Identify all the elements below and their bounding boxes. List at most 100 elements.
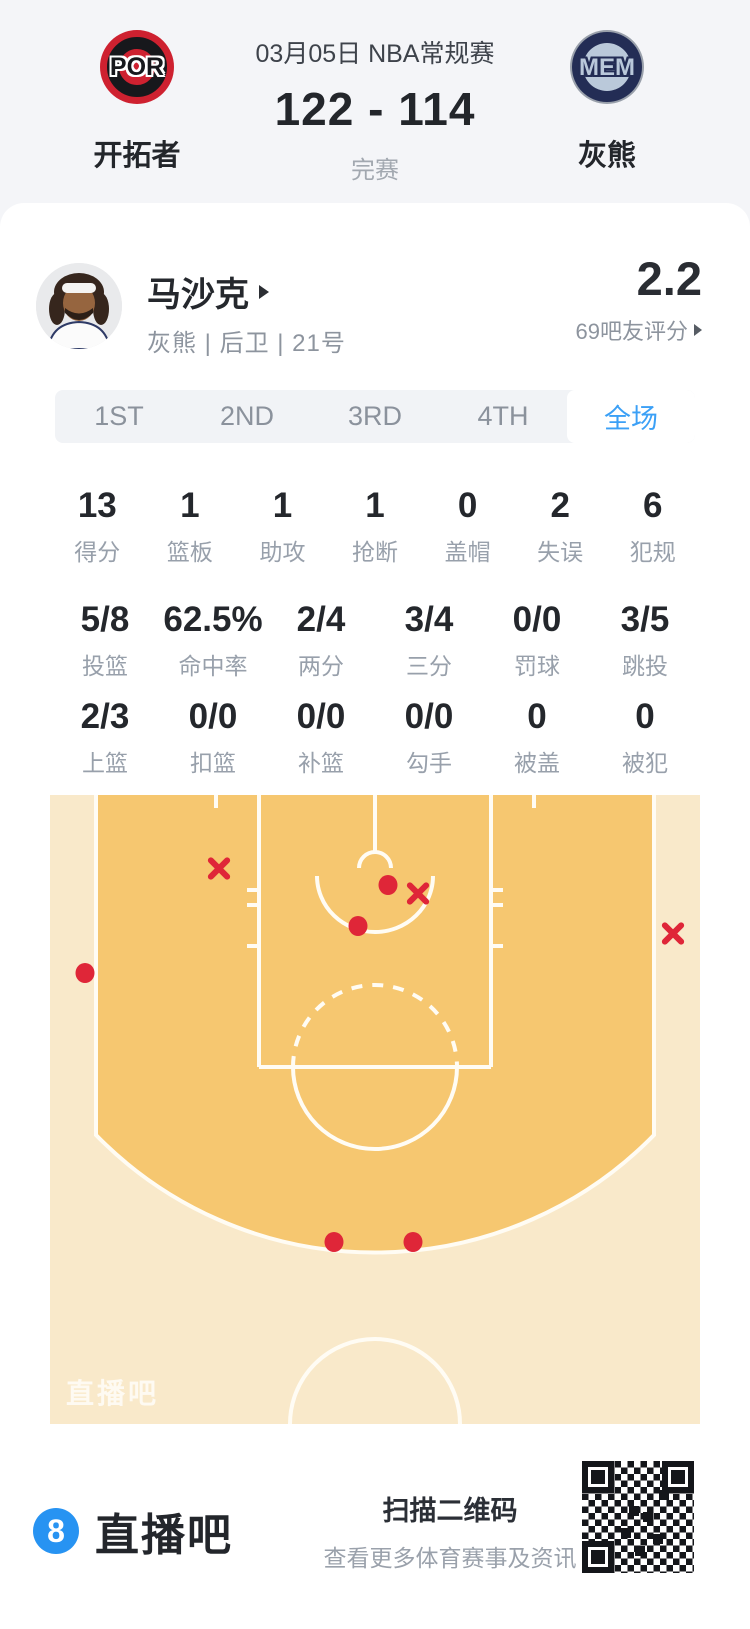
stat-被犯: 0 被犯: [591, 697, 699, 778]
stat-扣篮: 0/0 扣篮: [159, 697, 267, 778]
stat-label: 犯规: [629, 539, 676, 565]
stat-得分: 13 得分: [51, 486, 144, 567]
stat-label: 勾手: [406, 750, 452, 776]
missed-shot-marker: [660, 920, 687, 947]
stat-value: 0/0: [512, 600, 562, 639]
stat-value: 0: [457, 486, 478, 525]
missed-shot-marker: [405, 880, 432, 907]
match-date: 03月05日 NBA常规赛: [255, 40, 495, 68]
por-logo-abbr: POR: [109, 53, 165, 81]
made-shot-marker: [324, 1232, 344, 1252]
stat-被盖: 0 被盖: [483, 697, 591, 778]
stat-label: 投篮: [82, 653, 128, 679]
player-rating-link[interactable]: 2.2 69吧友评分: [576, 251, 702, 346]
player-name: 马沙克: [147, 276, 249, 314]
stat-label: 两分: [298, 653, 344, 679]
stat-label: 扣篮: [190, 750, 236, 776]
stat-value: 1: [180, 486, 200, 525]
stat-三分: 3/4 三分: [375, 600, 483, 681]
stat-value: 0: [527, 697, 547, 736]
stat-命中率: 62.5% 命中率: [159, 600, 267, 681]
qr-subtitle: 查看更多体育赛事及资讯: [323, 1545, 577, 1571]
missed-shot-marker: [206, 855, 233, 882]
stat-label: 篮板: [166, 539, 213, 565]
stat-value: 1: [272, 486, 293, 525]
stat-value: 0: [635, 697, 655, 736]
stat-label: 助攻: [259, 539, 306, 565]
away-team-logo: MEM: [570, 30, 644, 104]
stat-value: 0/0: [404, 697, 454, 736]
stat-value: 2: [550, 486, 570, 525]
rating-votes-label: 69吧友评分: [575, 319, 688, 344]
quarter-tabs: 1ST 2ND 3RD 4TH 全场: [55, 390, 695, 443]
stat-label: 得分: [74, 539, 121, 565]
mem-logo-core: [583, 43, 631, 91]
player-photo: [36, 263, 122, 349]
qr-title: 扫描二维码: [382, 1496, 518, 1526]
home-team-logo: POR: [100, 30, 174, 104]
qr-code: [577, 1456, 699, 1578]
stat-label: 失误: [537, 539, 584, 565]
stat-失误: 2 失误: [514, 486, 607, 567]
app-logo-text: 直播吧: [95, 1511, 233, 1560]
stat-value: 62.5%: [163, 600, 263, 639]
stat-value: 1: [365, 486, 385, 525]
stats-row: 5/8 投篮 62.5% 命中率 2/4 两分 3/4 三分 0/0 罚球 3/5 跳投: [51, 600, 699, 681]
stat-value: 13: [77, 486, 117, 525]
qr-finder-icon: [582, 1541, 614, 1573]
stats-row: 13 得分 1 篮板 1 助攻 1 抢断 0 盖帽 2 失误 6 犯规: [51, 486, 699, 567]
stat-value: 0/0: [296, 697, 346, 736]
made-shot-marker: [75, 963, 95, 983]
app-logo-badge-icon: 8: [33, 1508, 79, 1554]
qr-finder-icon: [582, 1461, 614, 1493]
shot-markers: [50, 795, 700, 1424]
stat-投篮: 5/8 投篮: [51, 600, 159, 681]
away-team[interactable]: MEM 灰熊: [507, 30, 707, 174]
stat-value: 2/3: [80, 697, 130, 736]
stat-value: 2/4: [296, 600, 346, 639]
tab-1ST[interactable]: 1ST: [94, 401, 144, 431]
away-team-name: 灰熊: [577, 140, 636, 172]
stat-label: 三分: [406, 653, 452, 679]
mem-logo-abbr: MEM: [579, 54, 635, 81]
app-logo: 8 直播吧: [33, 1499, 233, 1563]
chevron-right-icon: [259, 284, 269, 299]
qr-blocks: [629, 1506, 639, 1516]
stat-跳投: 3/5 跳投: [591, 600, 699, 681]
court-drawing: [50, 795, 700, 1424]
stat-盖帽: 0 盖帽: [421, 486, 514, 567]
tab-3RD[interactable]: 3RD: [347, 401, 402, 431]
made-shot-marker: [348, 916, 368, 936]
stat-value: 3/5: [620, 600, 670, 639]
player-meta: 灰熊 | 后卫 | 21号: [147, 330, 346, 357]
player-rating: 2.2: [636, 252, 702, 305]
stat-两分: 2/4 两分: [267, 600, 375, 681]
match-info: 03月05日 NBA常规赛 122 - 114 完赛: [205, 34, 545, 185]
home-team[interactable]: POR 开拓者: [37, 30, 237, 174]
stat-value: 0/0: [188, 697, 238, 736]
tab-2ND[interactable]: 2ND: [219, 401, 274, 431]
stat-上篮: 2/3 上篮: [51, 697, 159, 778]
home-team-name: 开拓者: [93, 140, 181, 172]
tab-全场[interactable]: 全场: [567, 390, 695, 443]
player-avatar[interactable]: [36, 263, 122, 349]
content-card: 马沙克 灰熊 | 后卫 | 21号 2.2 69吧友评分 1ST 2ND 3RD 4T…: [0, 203, 750, 1629]
match-score: 122 - 114: [274, 83, 476, 135]
stat-label: 补篮: [298, 750, 344, 776]
made-shot-marker: [403, 1232, 423, 1252]
stat-value: 5/8: [80, 600, 130, 639]
stat-抢断: 1 抢断: [329, 486, 422, 567]
stat-label: 上篮: [82, 750, 128, 776]
stat-value: 6: [643, 486, 663, 525]
tab-4TH[interactable]: 4TH: [477, 401, 529, 431]
made-shot-marker: [378, 875, 398, 895]
match-header: POR 开拓者 03月05日 NBA常规赛 122 - 114 完赛 MEM 灰…: [0, 0, 750, 203]
stat-补篮: 0/0 补篮: [267, 697, 375, 778]
qr-caption: 扫描二维码 查看更多体育赛事及资讯: [320, 1489, 580, 1573]
stat-罚球: 0/0 罚球: [483, 600, 591, 681]
player-name-link[interactable]: 马沙克: [147, 267, 269, 316]
stat-篮板: 1 篮板: [144, 486, 237, 567]
stat-label: 罚球: [514, 653, 560, 679]
stat-label: 命中率: [178, 653, 248, 679]
